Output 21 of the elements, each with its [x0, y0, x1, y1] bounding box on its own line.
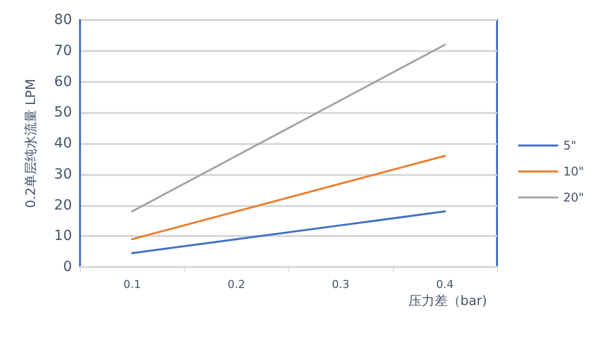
x-axis-title: 压力差（bar): [408, 294, 487, 309]
y-tick-label: 70: [54, 42, 72, 59]
y-tick-label: 10: [54, 228, 72, 244]
x-tick-label: 0.3: [332, 278, 350, 291]
x-tick-label: 0.2: [228, 278, 246, 291]
y-tick-label: 80: [54, 12, 72, 28]
x-tick-label: 0.1: [123, 278, 141, 291]
y-tick-label: 40: [54, 136, 72, 152]
y-tick-label: 20: [54, 197, 72, 214]
y-tick-label: 60: [54, 74, 72, 90]
line-series: [131, 210, 446, 254]
legend-label: 20": [563, 190, 584, 204]
legend-label: 5": [563, 138, 576, 152]
y-tick-label: 50: [54, 104, 72, 121]
y-tick-label: 0: [63, 259, 72, 275]
legend-label: 10": [563, 164, 584, 178]
y-tick-label: 30: [54, 166, 72, 182]
line-series: [131, 154, 446, 240]
line-series: [131, 44, 446, 212]
x-tick-label: 0.4: [436, 278, 454, 291]
y-axis-title: 0.2单层纯水流量 LPM: [23, 78, 39, 208]
